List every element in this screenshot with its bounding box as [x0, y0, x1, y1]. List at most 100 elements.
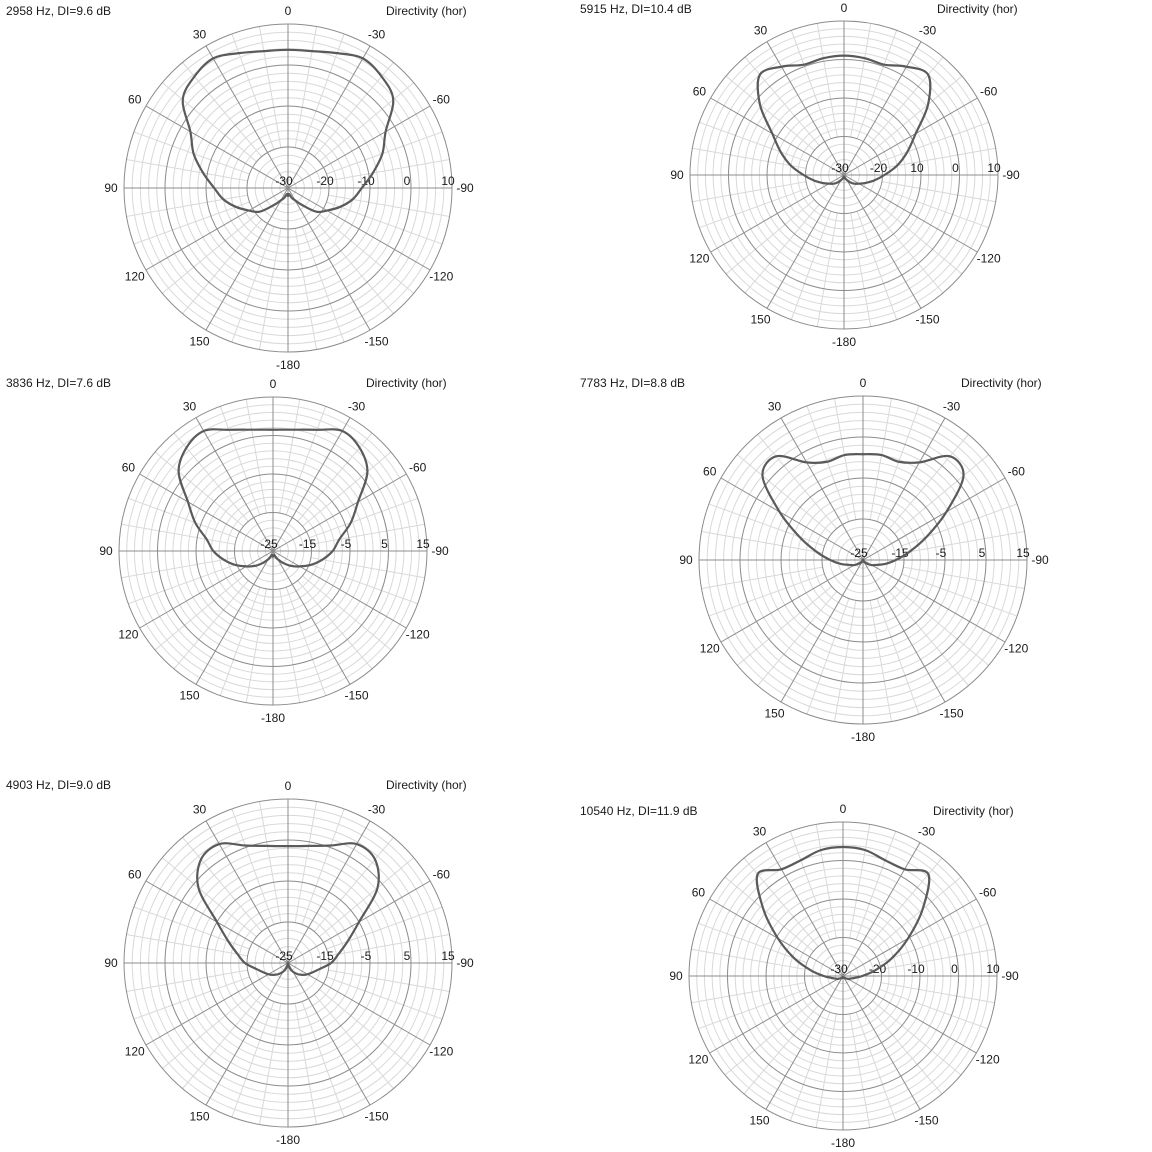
radial-tick-label: 0 — [952, 161, 959, 175]
angle-tick-label: 120 — [125, 270, 145, 284]
grid-spoke-minor — [855, 831, 897, 940]
radial-tick-label: 0 — [951, 962, 958, 976]
chart-header: Directivity (hor) — [386, 4, 467, 18]
grid-spoke-minor — [850, 212, 872, 327]
grid-spoke-minor — [855, 1012, 897, 1121]
grid-spoke-major — [710, 174, 845, 253]
chart-header: Directivity (hor) — [366, 376, 447, 390]
grid-spoke-minor — [867, 857, 943, 947]
grid-spoke-minor — [309, 563, 418, 605]
chart-title: 3836 Hz, DI=7.6 dB — [6, 376, 112, 390]
grid-spoke-minor — [313, 994, 394, 1089]
directivity-curve — [761, 453, 965, 567]
grid-spoke-minor — [285, 406, 327, 515]
grid-spoke-minor — [126, 969, 248, 992]
grid-spoke-minor — [743, 857, 819, 947]
grid-spoke-minor — [867, 1005, 943, 1095]
chart-header: Directivity (hor) — [933, 804, 1014, 818]
radial-tick-label: -30 — [831, 161, 849, 175]
grid-spoke-major — [862, 559, 1006, 643]
grid-spoke-minor — [849, 824, 871, 939]
grid-spoke-major — [862, 477, 1006, 561]
grid-spoke-minor — [894, 454, 989, 535]
grid-spoke-major — [272, 417, 351, 552]
grid-spoke-minor — [133, 976, 250, 1020]
radial-tick-label: -15 — [316, 949, 334, 963]
radial-tick-label: 15 — [416, 537, 430, 551]
angle-tick-label: 0 — [285, 779, 292, 793]
grid-spoke-minor — [133, 131, 250, 175]
radial-tick-label: -20 — [316, 174, 334, 188]
grid-spoke-minor — [182, 837, 263, 932]
grid-spoke-major — [842, 842, 921, 977]
grid-spoke-minor — [903, 566, 1025, 589]
grid-spoke-minor — [815, 1013, 837, 1128]
grid-spoke-major — [843, 174, 978, 253]
angle-tick-label: -60 — [980, 85, 998, 99]
grid-spoke-minor — [154, 575, 244, 651]
grid-spoke-minor — [326, 131, 443, 175]
chart-title: 2958 Hz, DI=9.6 dB — [6, 4, 112, 18]
angle-tick-label: -120 — [429, 270, 453, 284]
grid-spoke-minor — [326, 976, 443, 1020]
grid-spoke-major — [205, 45, 289, 189]
grid-spoke-minor — [790, 211, 832, 320]
grid-spoke-minor — [737, 454, 832, 535]
grid-spoke-minor — [121, 523, 236, 545]
grid-spoke-major — [287, 962, 371, 1106]
directivity-curve — [755, 845, 931, 980]
radial-tick-label: -5 — [936, 546, 947, 560]
radial-tick-label: -25 — [850, 546, 868, 560]
grid-spoke-major — [710, 97, 845, 176]
angle-tick-label: 90 — [679, 553, 693, 567]
grid-spoke-minor — [880, 121, 989, 163]
polar-plot: 0 -30 -60 -90 -120 -150 -180 150 120 90 60 30 -25 -15… — [104, 779, 474, 1147]
grid-spoke-major — [766, 41, 845, 176]
angle-tick-label: -150 — [364, 1109, 388, 1123]
grid-spoke-minor — [326, 906, 443, 950]
grid-spoke-minor — [873, 75, 963, 151]
grid-spoke-major — [842, 975, 921, 1110]
grid-spoke-major — [139, 550, 274, 629]
grid-spoke-minor — [873, 199, 963, 275]
angle-tick-label: 0 — [285, 4, 292, 18]
grid-spoke-minor — [219, 406, 261, 515]
grid-spoke-minor — [162, 857, 257, 938]
grid-spoke-minor — [699, 187, 808, 229]
angle-tick-label: 30 — [754, 23, 768, 37]
angle-tick-label: -60 — [433, 868, 451, 882]
grid-spoke-minor — [701, 566, 823, 589]
grid-spoke-minor — [231, 226, 275, 343]
grid-spoke-minor — [294, 26, 317, 148]
angle-tick-label: 150 — [179, 689, 199, 703]
grid-spoke-minor — [868, 56, 944, 146]
grid-spoke-minor — [310, 523, 425, 545]
grid-spoke-minor — [869, 398, 892, 520]
grid-spoke-minor — [309, 497, 418, 539]
directivity-curve — [756, 54, 932, 185]
grid-spoke-minor — [319, 988, 414, 1069]
directivity-curve — [177, 428, 369, 568]
polar-chart-7783hz: 7783 Hz, DI=8.8 dB Directivity (hor) 0 -3… — [576, 376, 1152, 766]
angle-tick-label: -30 — [919, 23, 937, 37]
grid-spoke-minor — [698, 988, 807, 1030]
grid-spoke-minor — [790, 30, 832, 139]
angle-tick-label: -120 — [429, 1045, 453, 1059]
grid-spoke-minor — [231, 1001, 275, 1118]
radial-tick-label: 5 — [381, 537, 388, 551]
grid-spoke-minor — [699, 121, 808, 163]
grid-spoke-minor — [182, 219, 263, 314]
angle-tick-label: 60 — [128, 93, 142, 107]
grid-spoke-major — [195, 550, 274, 685]
angle-tick-label: -150 — [344, 689, 368, 703]
grid-spoke-minor — [302, 575, 392, 651]
grid-spoke-minor — [173, 580, 249, 670]
angle-tick-label: -30 — [368, 28, 386, 42]
grid-spoke-minor — [888, 434, 969, 529]
grid-spoke-minor — [328, 159, 450, 182]
grid-spoke-major — [780, 559, 864, 703]
grid-spoke-minor — [901, 573, 1018, 617]
grid-spoke-minor — [879, 922, 988, 964]
angle-tick-label: 60 — [122, 461, 136, 475]
angle-tick-label: -90 — [1002, 168, 1020, 182]
